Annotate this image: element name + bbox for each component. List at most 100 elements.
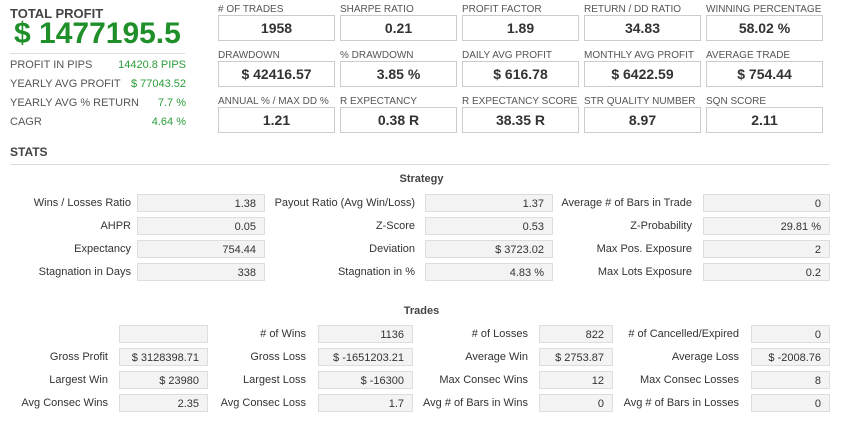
total-profit-value: $ 1477195.5 xyxy=(14,17,181,50)
trades-value: 822 xyxy=(539,325,613,343)
trades-value: 0 xyxy=(751,394,830,412)
metric-label: % DRAWDOWN xyxy=(340,50,414,61)
summary-row: YEARLY AVG PROFIT $ 77043.52 xyxy=(10,78,186,90)
summary-value: 4.64 % xyxy=(151,116,186,128)
metric-label: SHARPE RATIO xyxy=(340,4,414,15)
strategy-label: Deviation xyxy=(369,243,415,255)
metric-value: 38.35 R xyxy=(462,107,579,133)
trades-value: $ -16300 xyxy=(318,371,413,389)
metric-label: DRAWDOWN xyxy=(218,50,280,61)
metric-label: STR QUALITY NUMBER xyxy=(584,96,696,107)
strategy-value: 1.37 xyxy=(425,194,553,212)
summary-label: CAGR xyxy=(10,116,42,128)
strategy-label: Stagnation in Days xyxy=(38,266,131,278)
summary-row: YEARLY AVG % RETURN 7.7 % xyxy=(10,97,186,109)
metric-value: 58.02 % xyxy=(706,15,823,41)
trades-label: Max Consec Wins xyxy=(439,374,528,386)
summary-label: YEARLY AVG PROFIT xyxy=(10,78,121,90)
trades-label: # of Cancelled/Expired xyxy=(628,328,739,340)
trades-label: # of Losses xyxy=(471,328,528,340)
strategy-label: Z-Score xyxy=(375,220,415,232)
trades-label: Largest Win xyxy=(49,374,108,386)
trades-label: Average Win xyxy=(465,351,528,363)
trades-label: Gross Profit xyxy=(49,351,108,363)
strategy-value: 0 xyxy=(703,194,830,212)
trades-label: Average Loss xyxy=(671,351,739,363)
metric-value: $ 6422.59 xyxy=(584,61,701,87)
metric-value: 1.21 xyxy=(218,107,335,133)
stats-heading: STATS xyxy=(10,145,48,159)
metric-value: 2.11 xyxy=(706,107,823,133)
strategy-label: Stagnation in % xyxy=(337,266,415,278)
divider xyxy=(10,164,830,165)
metric-label: SQN SCORE xyxy=(706,96,767,107)
strategy-value: 29.81 % xyxy=(703,217,830,235)
metric-value: 8.97 xyxy=(584,107,701,133)
strategy-value: 0.2 xyxy=(703,263,830,281)
metric-value: 0.38 R xyxy=(340,107,457,133)
strategy-label: Max Pos. Exposure xyxy=(596,243,692,255)
trades-value xyxy=(119,325,208,343)
trades-label: Avg Consec Loss xyxy=(220,397,306,409)
metric-label: WINNING PERCENTAGE xyxy=(706,4,822,15)
trades-value: $ -2008.76 xyxy=(751,348,830,366)
summary-label: YEARLY AVG % RETURN xyxy=(10,97,139,109)
strategy-label: Expectancy xyxy=(74,243,131,255)
strategy-value: 4.83 % xyxy=(425,263,553,281)
summary-row: CAGR 4.64 % xyxy=(10,116,186,128)
strategy-heading: Strategy xyxy=(399,173,444,185)
trades-label: Avg # of Bars in Losses xyxy=(623,397,739,409)
trades-label: Gross Loss xyxy=(250,351,306,363)
trades-label: Avg Consec Wins xyxy=(21,397,108,409)
strategy-value: 754.44 xyxy=(137,240,265,258)
metric-label: R EXPECTANCY xyxy=(340,96,418,107)
metric-value: 1.89 xyxy=(462,15,579,41)
metric-label: ANNUAL % / MAX DD % xyxy=(218,96,329,107)
summary-value: $ 77043.52 xyxy=(130,78,186,90)
metric-value: $ 754.44 xyxy=(706,61,823,87)
trades-value: $ 23980 xyxy=(119,371,208,389)
summary-label: PROFIT IN PIPS xyxy=(10,59,93,71)
metric-label: MONTHLY AVG PROFIT xyxy=(584,50,695,61)
strategy-value: 338 xyxy=(137,263,265,281)
trades-value: $ 3128398.71 xyxy=(119,348,208,366)
strategy-value: 0.05 xyxy=(137,217,265,235)
trades-value: 1136 xyxy=(318,325,413,343)
metric-value: 0.21 xyxy=(340,15,457,41)
strategy-label: Z-Probability xyxy=(630,220,692,232)
strategy-value: 1.38 xyxy=(137,194,265,212)
trades-value: $ 2753.87 xyxy=(539,348,613,366)
metric-label: DAILY AVG PROFIT xyxy=(462,50,553,61)
strategy-value: 0.53 xyxy=(425,217,553,235)
trades-label: Largest Loss xyxy=(243,374,306,386)
trades-value: 12 xyxy=(539,371,613,389)
strategy-value: 2 xyxy=(703,240,830,258)
trades-value: 0 xyxy=(751,325,830,343)
metric-label: R EXPECTANCY SCORE xyxy=(462,96,578,107)
trades-value: 2.35 xyxy=(119,394,208,412)
metric-value: $ 616.78 xyxy=(462,61,579,87)
metric-value: 34.83 xyxy=(584,15,701,41)
trades-label: Max Consec Losses xyxy=(639,374,739,386)
trades-value: 0 xyxy=(539,394,613,412)
trades-heading: Trades xyxy=(403,305,440,317)
metric-value: 3.85 % xyxy=(340,61,457,87)
trades-label: # of Wins xyxy=(260,328,306,340)
summary-row: PROFIT IN PIPS 14420.8 PIPS xyxy=(10,59,186,71)
metric-label: # OF TRADES xyxy=(218,4,284,15)
metric-value: $ 42416.57 xyxy=(218,61,335,87)
strategy-label: Average # of Bars in Trade xyxy=(561,197,692,209)
metric-value: 1958 xyxy=(218,15,335,41)
strategy-value: $ 3723.02 xyxy=(425,240,553,258)
divider xyxy=(10,53,185,54)
metric-label: AVERAGE TRADE xyxy=(706,50,791,61)
strategy-label: Wins / Losses Ratio xyxy=(33,197,131,209)
strategy-label: Max Lots Exposure xyxy=(597,266,692,278)
strategy-label: AHPR xyxy=(100,220,131,232)
metric-label: RETURN / DD RATIO xyxy=(584,4,682,15)
strategy-label: Payout Ratio (Avg Win/Loss) xyxy=(274,197,415,209)
trades-value: $ -1651203.21 xyxy=(318,348,413,366)
trades-value: 1.7 xyxy=(318,394,413,412)
trades-value: 8 xyxy=(751,371,830,389)
metric-label: PROFIT FACTOR xyxy=(462,4,542,15)
